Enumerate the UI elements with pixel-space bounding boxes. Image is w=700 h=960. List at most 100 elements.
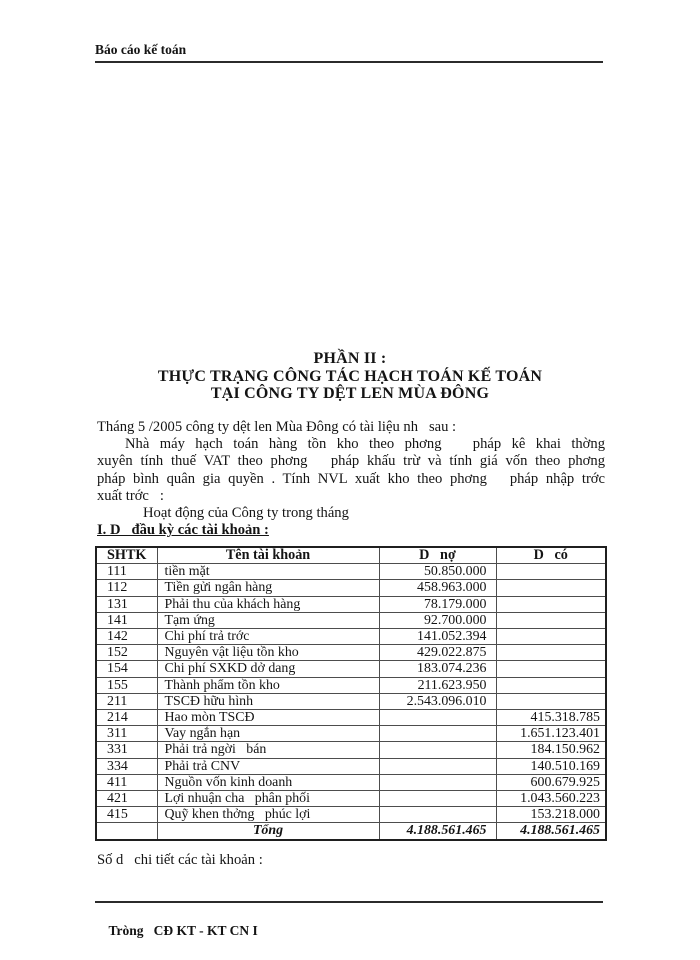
cell-credit [495,579,607,597]
cell-debit [378,806,497,824]
cell-shtk: 141 [95,611,158,630]
cell-debit: 211.623.950 [378,676,497,694]
table-row: 331 Phải trả ngời bán 184.150.962 [95,741,607,759]
cell-account-name: Tạm ứng [156,611,380,630]
cell-credit [495,676,607,694]
cell-account-name: Nguồn vốn kinh doanh [156,773,380,792]
body-paragraphs: Tháng 5 /2005 công ty dệt len Mùa Đông c… [97,419,605,539]
cell-credit [495,611,607,630]
cell-credit: 184.150.962 [495,741,607,759]
cell-debit: 50.850.000 [378,563,497,581]
cell-credit [495,563,607,581]
body-line: Nhà máy hạch toán hàng tồn kho theo phơn… [125,436,605,453]
total-label: Tổng [156,822,380,841]
cell-shtk: 211 [95,692,158,711]
page-header: Báo cáo kế toán [95,42,603,63]
table-row: 334 Phải trả CNV 140.510.169 [95,757,607,775]
cell-account-name: Chi phí trả trớc [156,628,380,646]
document-title: PHẦN II : THỰC TRẠNG CÔNG TÁC HẠCH TOÁN … [95,350,605,403]
column-header-shtk: SHTK [95,546,158,565]
body-line: xuất trớc : [97,487,164,504]
cell-debit [378,790,497,808]
cell-account-name: Quỹ khen thởng phúc lợi [156,806,380,824]
table-row: 415 Quỹ khen thởng phúc lợi 153.218.000 [95,806,607,824]
cell-shtk: 415 [95,806,158,824]
cell-shtk: 142 [95,628,158,646]
cell-credit: 1.043.560.223 [495,790,607,808]
cell-debit: 141.052.394 [378,628,497,646]
cell-account-name: Thành phẩm tồn kho [156,676,380,694]
table-row: 214 Hao mòn TSCĐ 415.318.785 [95,709,607,727]
table-row: 131 Phải thu của khách hàng 78.179.000 [95,595,607,613]
cell-account-name: Hao mòn TSCĐ [156,709,380,727]
header-title: Báo cáo kế toán [95,42,187,57]
cell-shtk: 154 [95,660,158,678]
cell-account-name: Nguyên vật liệu tồn kho [156,644,380,662]
footer-text: Tròng CĐ KT - KT CN I [108,923,258,938]
table-row: 154 Chi phí SXKD dở dang 183.074.236 [95,660,607,678]
body-line: xuyên tính thuế VAT theo phơng pháp khấu… [97,453,605,470]
cell-shtk: 421 [95,790,158,808]
cell-account-name: Phải thu của khách hàng [156,595,380,613]
column-header-debit: D nợ [378,546,497,565]
table-row: 111 tiền mặt 50.850.000 [95,563,607,581]
cell-account-name: tiền mặt [156,563,380,581]
cell-debit: 458.963.000 [378,579,497,597]
table-row: 112 Tiền gửi ngân hàng 458.963.000 [95,579,607,597]
cell-account-name: Phải trả CNV [156,757,380,775]
cell-credit [495,660,607,678]
cell-debit [378,741,497,759]
cell-account-name: Lợi nhuận cha phân phối [156,790,380,808]
title-line-3: TẠI CÔNG TY DỆT LEN MÙA ĐÔNG [210,385,490,402]
table-row: 411 Nguồn vốn kinh doanh 600.679.925 [95,773,607,792]
cell-account-name: TSCĐ hữu hình [156,692,380,711]
section-heading: I. D đầu kỳ các tài khoản : [97,522,269,539]
cell-debit: 92.700.000 [378,611,497,630]
cell-credit [495,628,607,646]
title-line-2: THỰC TRẠNG CÔNG TÁC HẠCH TOÁN KẾ TOÁN [157,367,543,385]
cell-shtk: 155 [95,676,158,694]
cell-credit: 153.218.000 [495,806,607,824]
table-row: 311 Vay ngắn hạn 1.651.123.401 [95,725,607,743]
cell-shtk: 152 [95,644,158,662]
cell-debit: 183.074.236 [378,660,497,678]
cell-shtk: 311 [95,725,158,743]
cell-debit: 2.543.096.010 [378,692,497,711]
cell-shtk: 214 [95,709,158,727]
cell-debit: 78.179.000 [378,595,497,613]
cell-credit: 140.510.169 [495,757,607,775]
cell-shtk: 411 [95,773,158,792]
cell-account-name: Tiền gửi ngân hàng [156,579,380,597]
body-line: pháp bình quân gia quyền . Tính NVL xuất… [97,470,605,487]
cell-debit [378,757,497,775]
cell-account-name: Chi phí SXKD dở dang [156,660,380,678]
column-header-account-name: Tên tài khoản [156,546,380,565]
table-row: 211 TSCĐ hữu hình 2.543.096.010 [95,692,607,711]
total-debit: 4.188.561.465 [378,822,497,841]
table-row: 142 Chi phí trả trớc 141.052.394 [95,628,607,646]
cell-shtk [95,822,158,841]
cell-credit [495,644,607,662]
total-credit: 4.188.561.465 [495,822,607,841]
cell-shtk: 334 [95,757,158,775]
table-row: 155 Thành phẩm tồn kho 211.623.950 [95,676,607,694]
table-row: 152 Nguyên vật liệu tồn kho 429.022.875 [95,644,607,662]
cell-credit [495,692,607,711]
table-row: 141 Tạm ứng 92.700.000 [95,611,607,630]
cell-shtk: 331 [95,741,158,759]
page-footer: Tròng CĐ KT - KT CN I [95,901,603,955]
cell-credit [495,595,607,613]
column-header-credit: D có [495,546,607,565]
cell-debit [378,725,497,743]
cell-shtk: 131 [95,595,158,613]
cell-shtk: 111 [95,563,158,581]
title-line-1: PHẦN II : [313,350,387,367]
cell-debit [378,773,497,792]
cell-debit [378,709,497,727]
body-line: Hoạt động của Công ty trong tháng [143,505,349,522]
cell-account-name: Vay ngắn hạn [156,725,380,743]
cell-debit: 429.022.875 [378,644,497,662]
cell-shtk: 112 [95,579,158,597]
cell-credit: 600.679.925 [495,773,607,792]
